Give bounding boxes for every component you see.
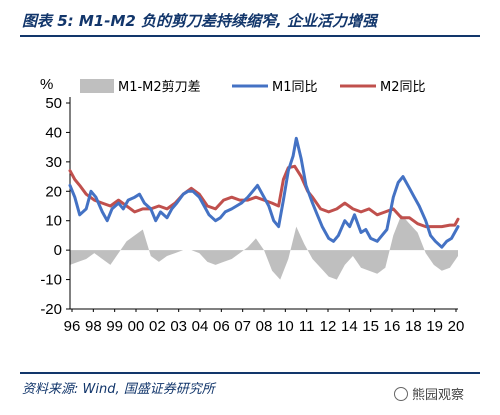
x-tick-label: 96	[64, 318, 81, 335]
x-tick-label: 12	[320, 318, 337, 335]
series-area-gap	[70, 214, 458, 280]
x-tick-label: 16	[384, 318, 401, 335]
footer-divider	[20, 372, 480, 374]
source-note: 资料来源: Wind, 国盛证券研究所	[22, 382, 215, 397]
series-lines	[68, 136, 460, 249]
x-tick-label: 00	[128, 318, 145, 335]
legend-swatch-gap	[80, 79, 114, 93]
legend-label: M2同比	[380, 80, 426, 95]
x-tick-label: 15	[362, 318, 379, 335]
legend: M1-M2剪刀差 M1同比 M2同比	[80, 79, 426, 95]
y-tick-label: 50	[45, 95, 62, 112]
y-tick-label: 40	[45, 124, 62, 141]
x-tick-label: 14	[341, 318, 358, 335]
y-tick-label: 30	[45, 154, 62, 171]
x-tick-label: 18	[405, 318, 422, 335]
y-tick-label: 20	[45, 183, 62, 200]
x-tick-label: 98	[85, 318, 102, 335]
x-tick-label: 04	[192, 318, 209, 335]
y-tick-label: 0	[54, 242, 62, 259]
x-tick-label: 99	[106, 318, 123, 335]
legend-label: M1同比	[272, 80, 318, 95]
wechat-icon	[394, 386, 408, 401]
y-tick-label: -10	[40, 272, 62, 289]
gap-area-layer	[70, 214, 458, 280]
x-tick-label: 06	[213, 318, 230, 335]
watermark-label: 熊园观察	[412, 388, 465, 403]
series-line-m2	[68, 164, 460, 229]
series-line-m1	[68, 136, 460, 249]
x-tick-label: 03	[170, 318, 187, 335]
y-unit-label: %	[40, 76, 53, 93]
title-divider	[20, 35, 480, 37]
x-tick-label: 11	[299, 318, 315, 335]
watermark: 熊园观察	[394, 384, 464, 403]
y-tick-label: -20	[40, 301, 62, 318]
page-title: 图表 5: M1-M2 负的剪刀差持续缩窄, 企业活力增强	[22, 12, 377, 30]
x-tick-label: 19	[426, 318, 443, 335]
y-tick-label: 10	[45, 213, 62, 230]
x-tick-label: 20	[448, 318, 465, 335]
x-tick-label: 08	[256, 318, 273, 335]
x-tick-label: 10	[277, 318, 294, 335]
legend-label: M1-M2剪刀差	[118, 79, 201, 95]
x-tick-label: 02	[149, 318, 166, 335]
x-tick-label: 07	[234, 318, 251, 335]
